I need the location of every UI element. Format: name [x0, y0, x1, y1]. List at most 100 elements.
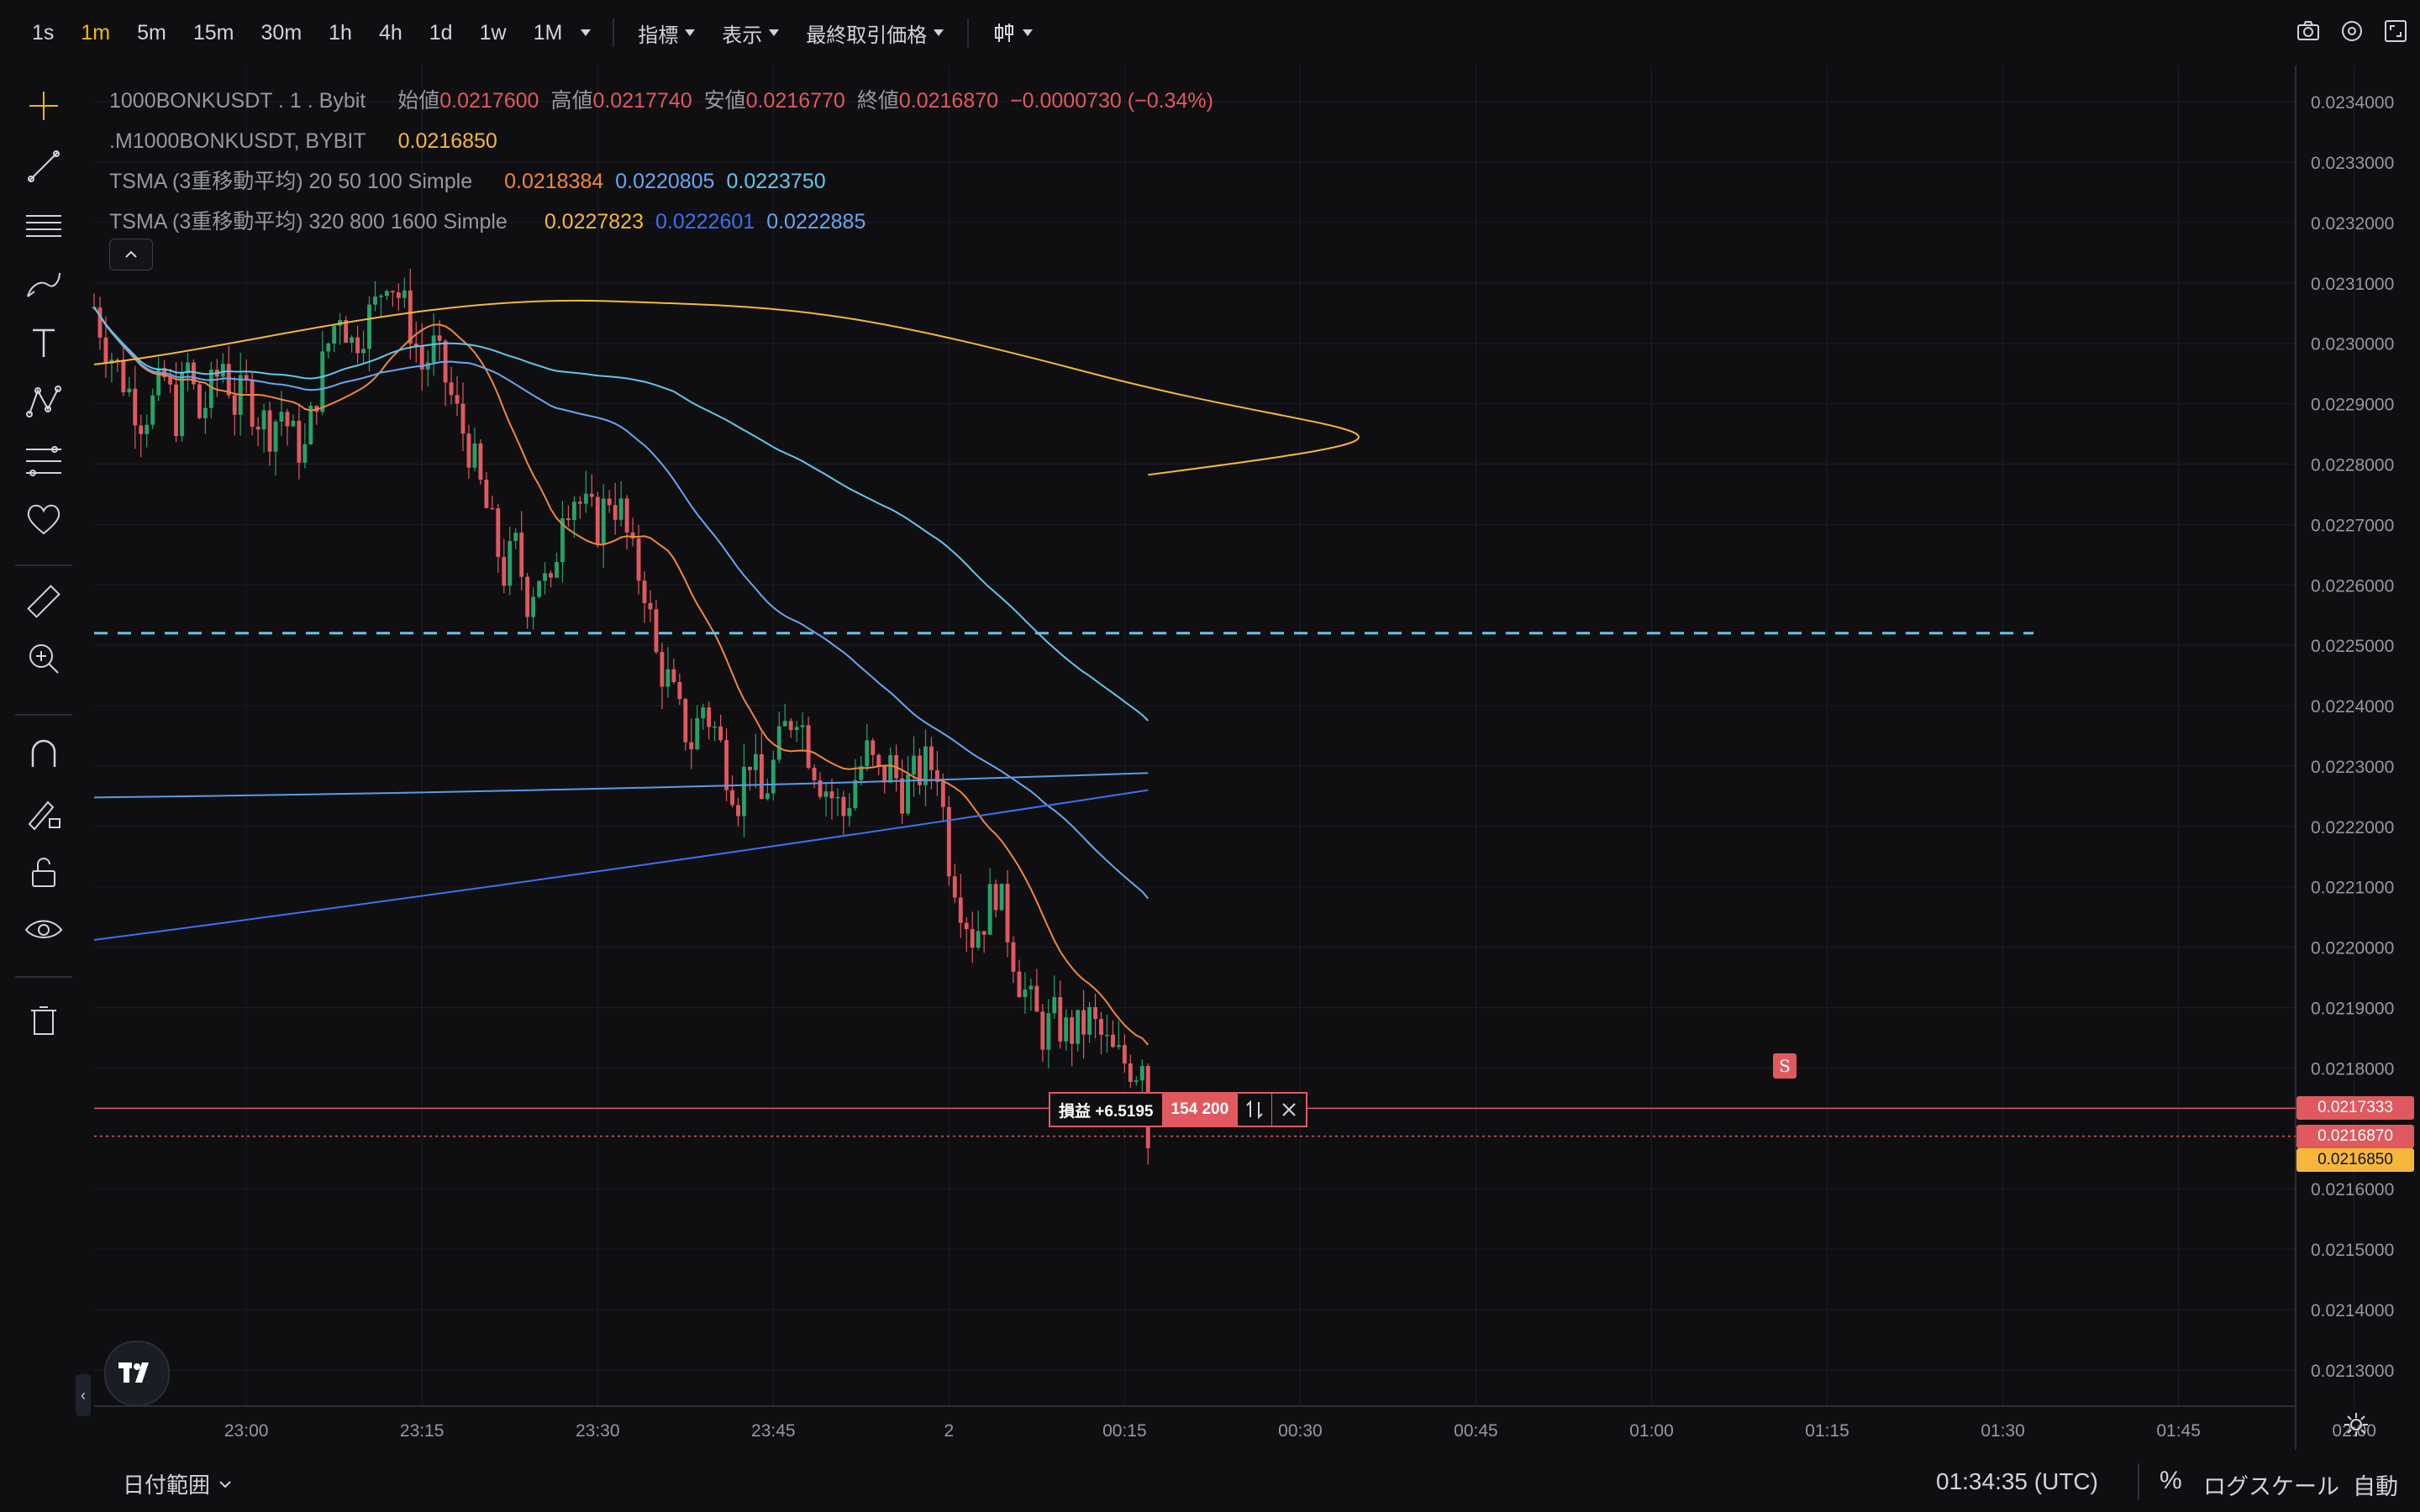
timeframe-more-chevron-icon[interactable]: [581, 29, 592, 36]
candle-body: [876, 754, 881, 766]
timeframe-1m[interactable]: 1m: [81, 20, 111, 45]
candle-body: [865, 740, 870, 767]
y-tick-label: 0.0220000: [2311, 939, 2394, 958]
candle-body: [344, 320, 349, 344]
position-label[interactable]: 損益 +6.5195 154 200: [1049, 1092, 1308, 1127]
zoom-in-icon[interactable]: [20, 635, 67, 682]
tsma1-name[interactable]: TSMA (3重移動平均) 20 50 100 Simple: [109, 170, 473, 193]
position-pnl: 損益 +6.5195: [1050, 1094, 1163, 1126]
candle-body: [800, 725, 805, 727]
text-icon[interactable]: [20, 319, 67, 366]
chart-legend: 1000BONKUSDT . 1 . Bybit 始値0.0217600 高値0…: [109, 81, 1213, 242]
fullscreen-icon[interactable]: [2383, 18, 2408, 44]
candle-body: [1017, 971, 1022, 997]
y-tick-label: 0.0222000: [2311, 818, 2394, 837]
lock-draw-icon[interactable]: [20, 790, 67, 837]
horizontal-lines-icon[interactable]: [20, 202, 67, 249]
timeframe-15m[interactable]: 15m: [192, 20, 234, 45]
last-price-label: 最終取引価格: [806, 24, 928, 47]
candle-body: [1128, 1063, 1133, 1083]
candle-body: [970, 929, 975, 948]
timeframe-5m[interactable]: 5m: [137, 20, 166, 45]
candle-body: [103, 337, 108, 364]
legend-collapse-button[interactable]: [109, 239, 153, 270]
settings-icon[interactable]: [2339, 18, 2365, 44]
last-price-menu[interactable]: 最終取引価格: [792, 18, 957, 48]
percent-scale-button[interactable]: %: [2160, 1467, 2182, 1494]
candle-body: [455, 395, 460, 404]
bottom-separator: [2138, 1463, 2139, 1500]
candle-body: [923, 746, 928, 785]
y-tick-label: 0.0219000: [2311, 1000, 2394, 1019]
eye-icon[interactable]: [20, 907, 67, 954]
reverse-arrows-icon[interactable]: [1237, 1094, 1271, 1126]
brush-icon[interactable]: [20, 260, 67, 307]
trash-icon[interactable]: [20, 996, 67, 1043]
candle-body: [378, 296, 383, 297]
timeframe-1h[interactable]: 1h: [329, 20, 352, 45]
timeframe-1d[interactable]: 1d: [429, 20, 453, 45]
candle-body: [408, 290, 413, 344]
chevron-down-icon: [1023, 29, 1034, 36]
camera-icon[interactable]: [2296, 18, 2321, 44]
date-range-button[interactable]: 日付範囲: [123, 1468, 232, 1499]
mark-symbol[interactable]: .M1000BONKUSDT, BYBIT: [109, 129, 366, 153]
fib-icon[interactable]: [20, 437, 67, 484]
display-label: 表示: [722, 24, 763, 47]
timeframe-1w[interactable]: 1w: [479, 20, 507, 45]
candle-body: [660, 652, 665, 687]
entry-price-tag: 0.0217333: [2296, 1096, 2414, 1120]
y-tick-label: 0.0226000: [2311, 576, 2394, 596]
legend-tsma1-row: TSMA (3重移動平均) 20 50 100 Simple 0.0218384…: [109, 161, 1213, 202]
auto-scale-button[interactable]: 自動: [2353, 1474, 2398, 1499]
candle-body: [981, 931, 986, 935]
chart-type-menu[interactable]: [979, 21, 1046, 45]
candle-body: [502, 557, 507, 586]
candle-body: [806, 725, 811, 768]
candle-body: [671, 669, 676, 682]
candle-body: [648, 602, 653, 610]
candle-body: [180, 373, 184, 437]
candle-body: [871, 740, 876, 755]
tsma2-name[interactable]: TSMA (3重移動平均) 320 800 1600 Simple: [109, 210, 508, 234]
high-label: 高値: [550, 89, 593, 113]
ruler-icon[interactable]: [20, 578, 67, 625]
chevron-down-icon: [769, 29, 780, 36]
pattern-icon[interactable]: [20, 378, 67, 425]
sell-marker[interactable]: S: [1773, 1053, 1797, 1079]
candle-body: [402, 290, 407, 298]
timeframe-30m[interactable]: 30m: [260, 20, 302, 45]
magnet-icon[interactable]: [20, 731, 67, 778]
candle-body: [525, 576, 530, 617]
toolbar-divider: [15, 714, 72, 716]
unlock-icon[interactable]: [20, 848, 67, 895]
candle-body: [361, 349, 366, 354]
display-menu[interactable]: 表示: [708, 18, 792, 48]
favorites-heart-icon[interactable]: [20, 496, 67, 543]
timeframe-4h[interactable]: 4h: [378, 20, 402, 45]
trend-line-icon[interactable]: [20, 143, 67, 190]
timeframe-1s[interactable]: 1s: [32, 20, 55, 45]
gear-icon[interactable]: [2343, 1411, 2370, 1438]
y-tick-label: 0.0223000: [2311, 758, 2394, 777]
tradingview-logo[interactable]: [104, 1341, 170, 1406]
timeframe-1M[interactable]: 1M: [533, 20, 563, 45]
legend-symbol[interactable]: 1000BONKUSDT . 1 . Bybit: [109, 89, 366, 113]
toolbar-collapse-tab[interactable]: ‹: [76, 1374, 91, 1416]
crosshair-icon[interactable]: [20, 82, 67, 129]
candle-body: [431, 335, 436, 363]
candle-body: [999, 884, 1004, 911]
candle-body: [192, 362, 196, 385]
utc-clock[interactable]: 01:34:35 (UTC): [1936, 1468, 2098, 1494]
open-value: 0.0217600: [439, 89, 539, 113]
log-scale-button[interactable]: ログスケール: [2203, 1474, 2339, 1499]
candle-body: [232, 395, 237, 415]
candle-body: [853, 780, 858, 808]
candle-body: [560, 518, 565, 563]
candles-icon: [995, 24, 1014, 42]
candle-body: [794, 727, 799, 731]
indicators-menu[interactable]: 指標: [624, 18, 708, 48]
candle-body: [829, 791, 834, 799]
close-icon[interactable]: [1271, 1094, 1306, 1126]
